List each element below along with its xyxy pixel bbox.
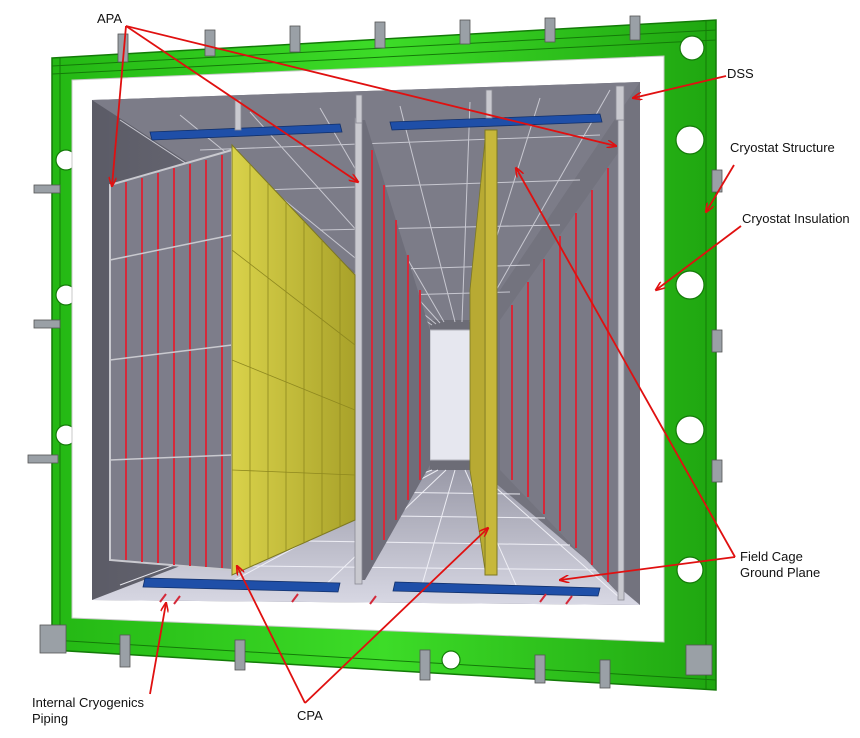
apa-left-wall xyxy=(109,148,233,572)
field-cage-ground-plane-label: Field Cage Ground Plane xyxy=(740,549,820,581)
internal-cryogenics-piping-label: Internal Cryogenics Piping xyxy=(32,695,144,727)
ground-plane xyxy=(142,113,603,597)
cpa-label: CPA xyxy=(297,708,323,723)
cryostat-insulation-label: Cryostat Insulation xyxy=(742,211,850,226)
callout-arrows xyxy=(112,25,742,704)
piping-label-line1: Internal Cryogenics xyxy=(32,695,144,710)
field-cage-label-line2: Ground Plane xyxy=(740,565,821,580)
cryogenics-piping xyxy=(159,593,573,605)
dss-supports xyxy=(234,85,625,131)
apa-center xyxy=(354,117,430,585)
dss-label: DSS xyxy=(727,66,754,81)
piping-label-line2: Piping xyxy=(32,711,69,726)
cpa-right xyxy=(469,129,498,576)
field-cage-label-line1: Field Cage xyxy=(740,549,803,564)
apa-label: APA xyxy=(97,11,123,26)
cpa-left xyxy=(231,143,356,576)
cryostat-structure-label: Cryostat Structure xyxy=(730,140,835,155)
